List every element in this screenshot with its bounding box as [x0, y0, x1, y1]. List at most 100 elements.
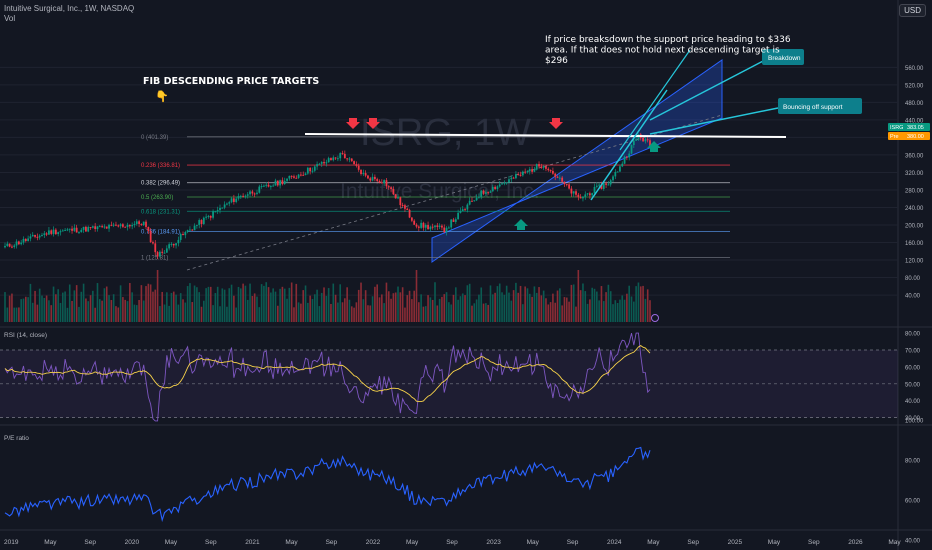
price-tick-label: 440.00 — [905, 118, 924, 124]
candle-body — [235, 198, 238, 202]
candle-body — [200, 220, 203, 224]
volume-bar — [452, 294, 455, 322]
volume-bar — [272, 288, 274, 322]
volume-bar — [233, 295, 235, 322]
volume-bar — [353, 307, 355, 322]
candle-body — [630, 145, 633, 154]
fib-level-label: 0.786 (184.91) — [141, 230, 180, 236]
candle-body — [447, 227, 450, 229]
candle-body — [521, 171, 524, 176]
volume-bar — [55, 294, 57, 322]
volume-bar — [316, 289, 318, 322]
candle-body — [487, 192, 490, 194]
candle-body — [244, 195, 247, 197]
volume-bar — [8, 295, 11, 322]
candle-body — [230, 198, 233, 203]
volume-bar — [75, 285, 78, 322]
candle-body — [306, 167, 309, 174]
trend-line — [590, 89, 668, 201]
volume-bar — [561, 305, 563, 322]
candle-body — [535, 164, 538, 170]
candle-body — [221, 207, 224, 209]
volume-bar — [612, 304, 614, 322]
volume-bar — [515, 282, 517, 322]
volume-bar — [482, 303, 485, 322]
volume-bar — [614, 300, 617, 322]
volume-bar — [355, 302, 358, 322]
time-tick-label: Sep — [326, 539, 338, 546]
volume-bar — [586, 303, 589, 322]
candle-body — [646, 139, 649, 141]
volume-bar — [221, 288, 224, 322]
candle-body — [515, 174, 517, 179]
time-tick-label: 2024 — [607, 539, 622, 546]
candle-body — [73, 227, 76, 231]
candle-body — [498, 184, 501, 187]
price-tick-label: 120.00 — [905, 259, 924, 265]
candle-body — [170, 243, 173, 245]
volume-bar — [207, 286, 210, 322]
volume-bar — [639, 286, 642, 322]
trend-line-dashed — [186, 114, 723, 271]
candle-body — [547, 168, 550, 171]
currency-button[interactable]: USD — [899, 4, 926, 17]
candle-body — [346, 158, 349, 160]
candle-body — [350, 158, 353, 162]
candle-body — [549, 170, 552, 172]
candle-body — [232, 198, 235, 202]
time-tick-label: May — [527, 539, 540, 546]
volume-bar — [374, 286, 376, 322]
volume-bar — [542, 290, 545, 322]
candle-body — [542, 166, 545, 168]
volume-bar — [635, 286, 637, 322]
candle-body — [357, 165, 360, 170]
time-tick-label: Sep — [205, 539, 217, 546]
volume-bar — [649, 300, 651, 322]
volume-bar — [249, 283, 251, 322]
price-tick-label: 80.00 — [905, 276, 921, 282]
volume-bar — [193, 285, 196, 322]
volume-bar — [519, 285, 522, 322]
volume-bar — [131, 292, 133, 322]
candle-body — [239, 195, 242, 197]
volume-bar — [154, 289, 157, 322]
volume-bar — [589, 299, 591, 322]
candle-body — [126, 224, 129, 227]
volume-bar — [203, 300, 205, 322]
volume-bar — [337, 302, 339, 322]
volume-bar — [459, 296, 462, 322]
rsi-tick-label: 80.00 — [905, 332, 921, 338]
volume-bar — [209, 286, 212, 322]
candle-body — [394, 194, 397, 199]
volume-bar — [159, 306, 161, 322]
volume-bar — [89, 295, 92, 322]
volume-bar — [427, 295, 429, 322]
price-tick-label: 200.00 — [905, 224, 924, 230]
volume-bar — [38, 288, 41, 322]
volume-bar — [142, 300, 145, 322]
fib-title: FIB DESCENDING PRICE TARGETS — [143, 76, 319, 87]
candle-body — [145, 221, 147, 227]
candle-body — [189, 229, 191, 231]
candle-body — [212, 211, 214, 218]
volume-bar — [73, 290, 76, 322]
volume-bar — [489, 285, 492, 322]
candle-body — [89, 227, 92, 229]
volume-bar — [43, 298, 46, 322]
candle-body — [459, 210, 462, 213]
volume-bar — [517, 292, 520, 322]
candle-body — [649, 140, 651, 146]
volume-bar — [605, 292, 607, 322]
volume-bar — [538, 287, 540, 322]
time-tick-label: 2025 — [728, 539, 743, 546]
candle-body — [154, 243, 157, 253]
fib-level-label: 0.382 (296.49) — [141, 181, 180, 187]
candle-body — [510, 177, 513, 180]
candle-body — [644, 139, 647, 142]
volume-bar — [318, 306, 321, 322]
candle-body — [401, 205, 404, 207]
candle-body — [15, 241, 18, 246]
candle-body — [348, 158, 351, 160]
candle-body — [91, 226, 94, 228]
